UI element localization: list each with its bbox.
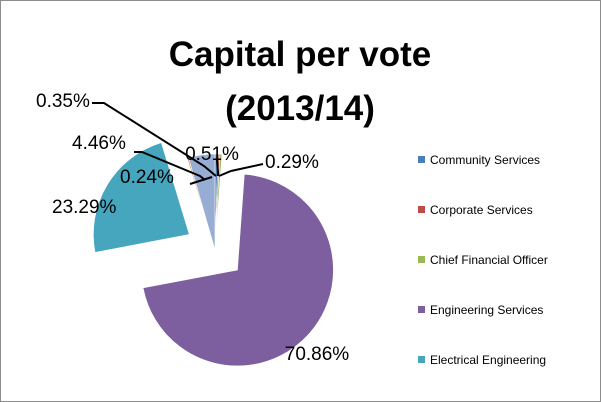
data-label-3: 0.35% <box>36 91 90 112</box>
data-label-1: 0.51% <box>185 144 239 165</box>
pie-slice-chief-financial-officer <box>214 153 223 251</box>
legend-swatch-corporate-services <box>418 206 425 213</box>
legend-swatch-chief-financial-officer <box>418 256 425 263</box>
legend-swatch-engineering-services <box>418 306 425 313</box>
data-label-7: 4.46% <box>72 133 126 154</box>
leader-line-6 <box>189 176 213 185</box>
pie-slice-slice-6 <box>188 153 216 251</box>
legend: Community Services Corporate Services Chie… <box>418 153 548 367</box>
legend-label-engineering-services: Engineering Services <box>430 303 543 317</box>
legend-label-chief-financial-officer: Chief Financial Officer <box>430 253 548 267</box>
data-labels: 0.51% 0.29% 0.35% 70.86% 23.29%0.24% 4.46% <box>36 91 349 365</box>
data-label-6: 0.24% <box>120 167 174 188</box>
leader-lines <box>92 102 264 185</box>
leader-line-3 <box>92 102 217 177</box>
legend-label-electrical-engineering: Electrical Engineering <box>430 353 546 367</box>
leader-line-2 <box>218 163 264 177</box>
legend-label-corporate-services: Corporate Services <box>430 203 533 217</box>
chart-title-line-2: (2013/14) <box>225 89 375 128</box>
pie-slice-electrical-engineering <box>93 142 190 253</box>
pie-slice-engineering-services <box>142 173 334 367</box>
legend-label-community-services: Community Services <box>430 153 540 167</box>
data-label-4: 70.86% <box>285 344 350 365</box>
legend-swatch-electrical-engineering <box>418 356 425 363</box>
legend-swatch-community-services <box>418 156 425 163</box>
leader-line-1 <box>216 159 219 176</box>
pie-slices <box>93 142 334 367</box>
data-label-5: 23.29% <box>52 197 117 218</box>
data-label-2: 0.29% <box>265 152 319 173</box>
chart-title-line-1: Capital per vote <box>169 35 432 74</box>
leader-line-7 <box>134 151 206 181</box>
